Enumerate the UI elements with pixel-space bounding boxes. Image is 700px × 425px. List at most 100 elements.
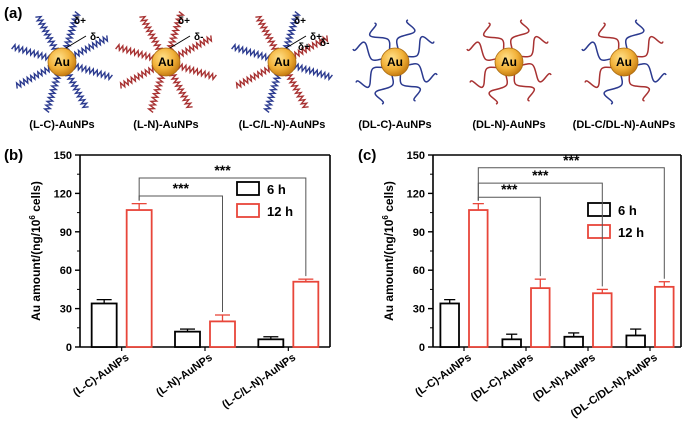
- legend-label: 6 h: [618, 203, 637, 218]
- significance-label: ***: [501, 181, 518, 197]
- ligand-chain: [285, 72, 309, 109]
- nanoparticle-4: Au (DL-C)-AuNPs: [352, 19, 438, 131]
- significance-bracket: [477, 182, 603, 287]
- significance-label: ***: [563, 152, 580, 168]
- legend-label: 6 h: [267, 182, 286, 197]
- charge-label: δ-: [320, 38, 329, 49]
- ligand-chain: [262, 72, 282, 113]
- ligand-chain: [292, 35, 329, 59]
- x-tick-label: (L-C/L-N)-AuNPs: [220, 352, 298, 412]
- nanoparticle-3: Auδ+δ+δ+ δ-(L-C/L-N)-AuNPs: [231, 11, 333, 131]
- chart-panel-b: 0 30 60 90 120 150 Au amount/(ng/106 cells) (L-…: [28, 150, 331, 412]
- gold-core: [494, 47, 524, 77]
- ligand-chain: [520, 63, 552, 83]
- ligand-chain: [15, 65, 52, 89]
- x-tick-label: (DL-C)-AuNPs: [469, 352, 536, 404]
- ligand-chain: [255, 15, 279, 52]
- nanoparticle-label: (L-C/L-N)-AuNPs: [239, 119, 326, 131]
- legend-label: 12 h: [618, 225, 644, 240]
- ligand-chain: [11, 42, 52, 62]
- legend-swatch: [236, 203, 260, 218]
- ligand-chain: [466, 41, 498, 61]
- gold-core: [380, 47, 410, 77]
- legend-swatch: [587, 224, 611, 239]
- y-tick-label: 30: [60, 304, 72, 316]
- gold-core: [47, 47, 77, 77]
- y-tick-label: 120: [54, 188, 72, 200]
- charge-label: δ+: [294, 16, 306, 27]
- nanoparticle-schematics: Auδ+δ-(L-C)-AuNPsAuδ+δ-(L-N)-AuNPsAuδ+δ+…: [11, 11, 675, 131]
- core-label: Au: [387, 55, 403, 69]
- bar: [174, 330, 201, 348]
- bar: [125, 209, 153, 348]
- gold-core: [609, 47, 639, 77]
- charge-label: δ+: [310, 32, 322, 43]
- ligand-chain: [399, 72, 422, 102]
- charge-label: δ+: [74, 16, 86, 27]
- ligand-chain: [65, 72, 89, 109]
- ligand-chain: [628, 72, 651, 102]
- ligand-chain: [176, 62, 217, 82]
- ligand-chain: [166, 11, 186, 52]
- ligand-chain: [119, 65, 156, 89]
- legend-swatch: [236, 181, 260, 196]
- core-label: Au: [158, 55, 174, 69]
- nanoparticle-5: Au (DL-N)-AuNPs: [466, 19, 552, 131]
- y-tick-label: 90: [60, 227, 72, 239]
- panel-label-c: (c): [358, 147, 376, 164]
- y-axis-label: Au amount/(ng/106 cells): [28, 181, 43, 321]
- ligand-chain: [396, 19, 416, 51]
- nanoparticle-6: Au (DL-C/DL-N)-AuNPs: [573, 19, 675, 131]
- ligand-chain: [176, 35, 213, 59]
- ligand-chain: [519, 35, 549, 58]
- ligand-chain: [282, 11, 302, 52]
- y-tick-label: 90: [413, 227, 425, 239]
- bar: [468, 209, 489, 348]
- dipole-arrow: [169, 35, 191, 49]
- y-tick-label: 30: [413, 304, 425, 316]
- core-label: Au: [616, 55, 632, 69]
- significance-bracket: [138, 177, 307, 277]
- ligand-chain: [581, 41, 613, 61]
- charge-label: δ+: [298, 42, 310, 53]
- ligand-chain: [405, 35, 435, 58]
- significance-bracket: [138, 195, 223, 312]
- bar: [257, 338, 285, 348]
- nanoparticle-2: Au δ+ δ- (L-N)-AuNPs: [115, 11, 217, 131]
- legend-label: 12 h: [267, 204, 293, 219]
- y-tick-label: 120: [407, 188, 425, 200]
- y-tick-label: 150: [54, 150, 72, 162]
- bar: [530, 287, 551, 348]
- x-tick-label: (L-C)-AuNPs: [71, 352, 131, 399]
- y-axis-label: Au amount/(ng/106 cells): [381, 181, 396, 321]
- ligand-chain: [406, 63, 438, 83]
- bar: [501, 338, 522, 348]
- x-tick-label: (L-C)-AuNPs: [413, 352, 473, 399]
- y-tick-label: 0: [419, 342, 425, 354]
- ligand-chain: [469, 66, 499, 89]
- nanoparticle-label: (DL-N)-AuNPs: [472, 119, 545, 131]
- ligand-chain: [139, 15, 163, 52]
- ligand-chain: [603, 73, 623, 105]
- nanoparticle-label: (DL-C)-AuNPs: [358, 119, 431, 131]
- legend-swatch: [587, 202, 611, 217]
- ligand-chain: [635, 63, 667, 83]
- ligand-chain: [146, 72, 166, 113]
- ligand-chain: [482, 22, 505, 52]
- charge-label: δ+: [178, 16, 190, 27]
- chart-panel-c: 0 30 60 90 120 150 Au amount/(ng/106 cells) (L-…: [381, 150, 682, 420]
- ligand-chain: [625, 19, 645, 51]
- ligand-chain: [584, 66, 614, 89]
- y-tick-label: 0: [66, 342, 72, 354]
- ligand-chain: [231, 42, 272, 62]
- dipole-arrow: [285, 35, 307, 49]
- significance-label: ***: [173, 180, 190, 196]
- gold-core: [151, 47, 181, 77]
- y-tick-label: 60: [413, 265, 425, 277]
- dipole-arrow: [65, 35, 87, 49]
- y-tick-label: 60: [60, 265, 72, 277]
- bar: [292, 280, 320, 348]
- ligand-chain: [513, 72, 536, 102]
- core-label: Au: [54, 55, 70, 69]
